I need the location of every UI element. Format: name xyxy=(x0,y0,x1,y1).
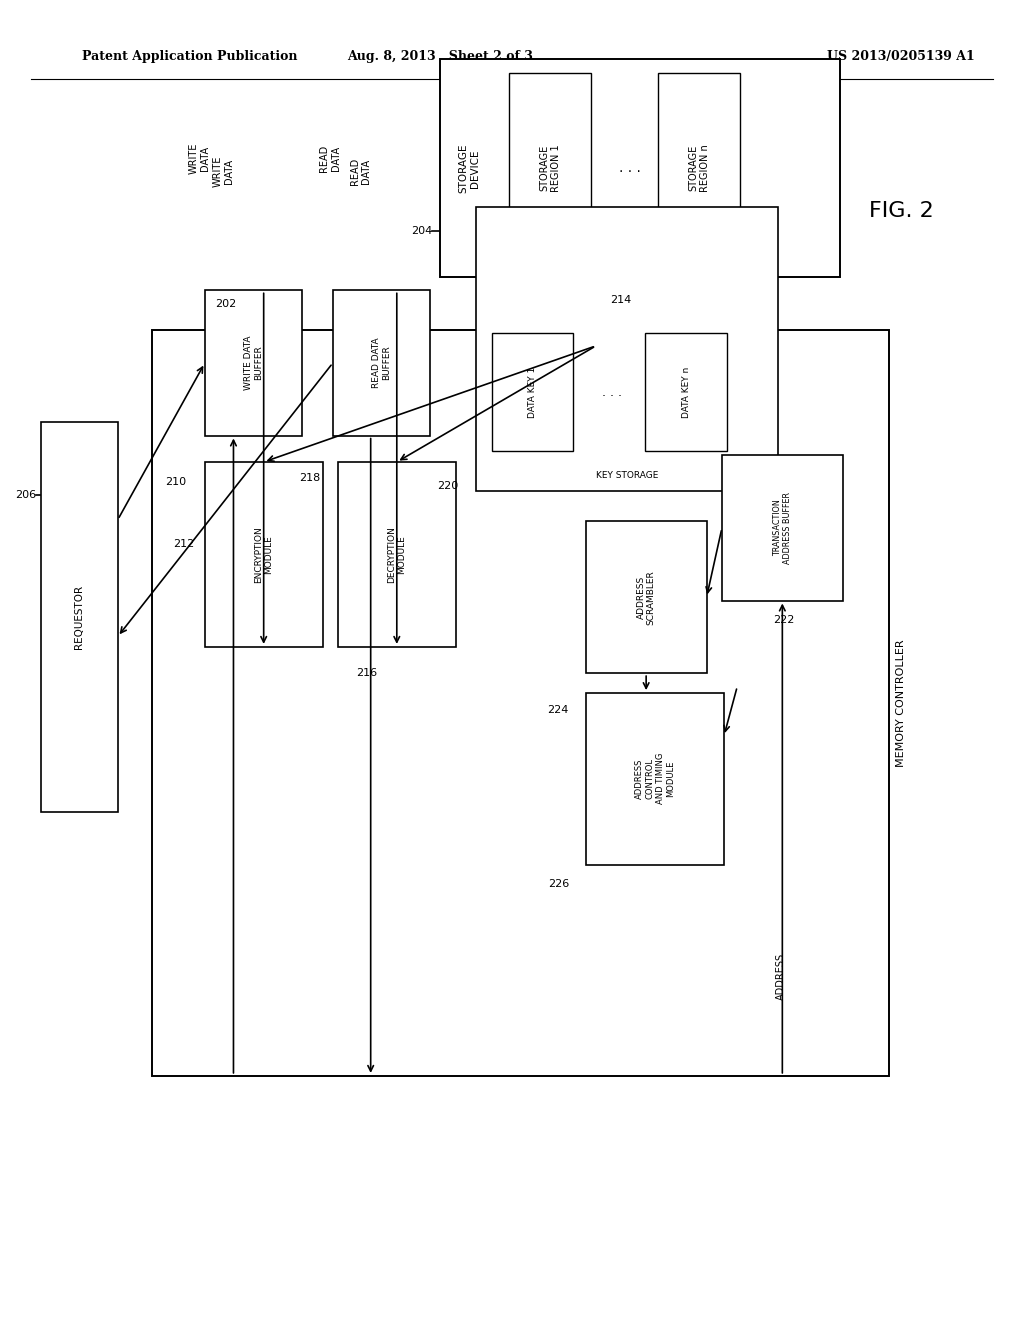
Text: 214: 214 xyxy=(610,294,632,305)
Bar xyxy=(333,290,430,436)
Text: WRITE
DATA: WRITE DATA xyxy=(188,143,211,174)
Bar xyxy=(492,333,573,451)
Bar xyxy=(645,333,727,451)
Text: DECRYPTION
MODULE: DECRYPTION MODULE xyxy=(387,525,407,583)
Bar xyxy=(152,330,889,1076)
Text: TRANSACTION
ADDRESS BUFFER: TRANSACTION ADDRESS BUFFER xyxy=(773,492,792,564)
Bar xyxy=(722,455,843,601)
Bar xyxy=(476,207,778,491)
Text: 218: 218 xyxy=(299,473,321,483)
Text: Patent Application Publication: Patent Application Publication xyxy=(82,50,297,63)
Text: KEY STORAGE: KEY STORAGE xyxy=(596,471,658,479)
Text: FIG. 2: FIG. 2 xyxy=(868,201,934,222)
Text: ENCRYPTION
MODULE: ENCRYPTION MODULE xyxy=(254,527,273,582)
Text: READ
DATA: READ DATA xyxy=(349,158,372,185)
Text: ADDRESS
CONTROL
AND TIMING
MODULE: ADDRESS CONTROL AND TIMING MODULE xyxy=(635,754,675,804)
Bar xyxy=(509,73,591,264)
Text: DATA KEY 1: DATA KEY 1 xyxy=(528,367,537,417)
Text: 210: 210 xyxy=(165,477,186,487)
Text: US 2013/0205139 A1: US 2013/0205139 A1 xyxy=(827,50,975,63)
Text: MEMORY CONTROLLER: MEMORY CONTROLLER xyxy=(896,639,906,767)
Bar xyxy=(440,59,840,277)
Text: REQUESTOR: REQUESTOR xyxy=(75,585,84,649)
Text: STORAGE
DEVICE: STORAGE DEVICE xyxy=(458,144,480,193)
Text: Aug. 8, 2013   Sheet 2 of 3: Aug. 8, 2013 Sheet 2 of 3 xyxy=(347,50,534,63)
Text: 212: 212 xyxy=(173,539,195,549)
Bar xyxy=(658,73,740,264)
Text: 222: 222 xyxy=(773,615,795,626)
Bar xyxy=(586,521,707,673)
Text: 202: 202 xyxy=(215,298,237,309)
Bar xyxy=(41,422,118,812)
Text: WRITE DATA
BUFFER: WRITE DATA BUFFER xyxy=(244,335,263,391)
Text: READ DATA
BUFFER: READ DATA BUFFER xyxy=(372,338,391,388)
Text: 220: 220 xyxy=(437,480,459,491)
Text: STORAGE
REGION n: STORAGE REGION n xyxy=(688,144,711,193)
Text: 204: 204 xyxy=(411,226,432,236)
Bar xyxy=(586,693,724,865)
Text: DATA KEY n: DATA KEY n xyxy=(682,367,690,417)
Text: 226: 226 xyxy=(548,879,569,890)
Bar xyxy=(205,462,323,647)
Text: WRITE
DATA: WRITE DATA xyxy=(212,156,234,187)
Bar xyxy=(338,462,456,647)
Text: READ
DATA: READ DATA xyxy=(318,145,341,172)
Text: 224: 224 xyxy=(547,705,568,715)
Text: . . .: . . . xyxy=(602,385,623,399)
Text: 206: 206 xyxy=(14,490,36,500)
Text: STORAGE
REGION 1: STORAGE REGION 1 xyxy=(539,144,561,193)
Bar xyxy=(205,290,302,436)
Text: 216: 216 xyxy=(356,668,378,678)
Text: . . .: . . . xyxy=(618,161,641,176)
Text: ADDRESS: ADDRESS xyxy=(776,953,786,1001)
Text: ADDRESS
SCRAMBLER: ADDRESS SCRAMBLER xyxy=(637,570,655,624)
